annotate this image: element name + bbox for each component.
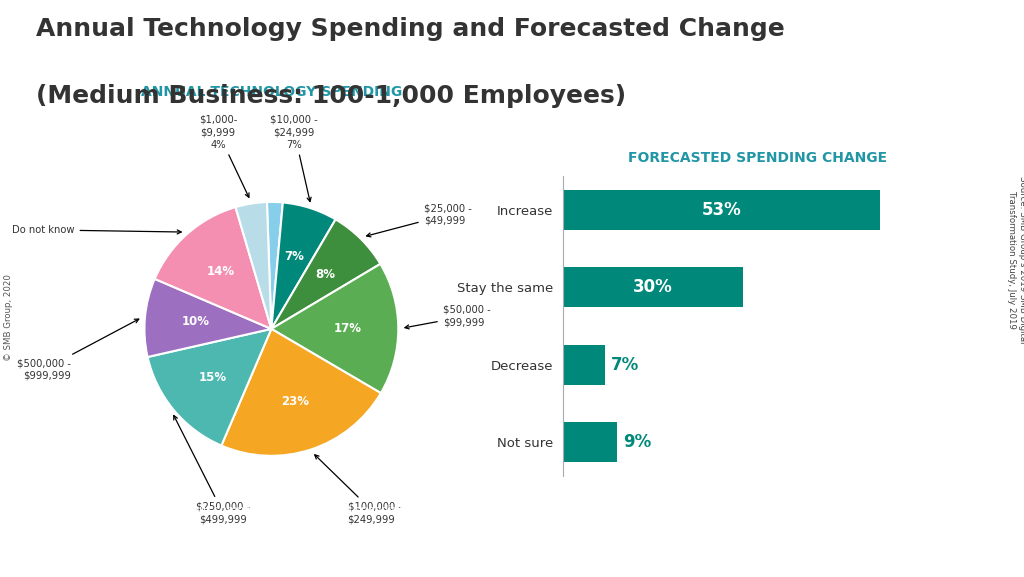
Title: ANNUAL TECHNOLOGY SPENDING: ANNUAL TECHNOLOGY SPENDING: [140, 85, 402, 99]
Wedge shape: [271, 219, 380, 329]
Text: 9%: 9%: [623, 433, 651, 451]
Text: 7%: 7%: [611, 356, 639, 374]
Wedge shape: [267, 202, 283, 329]
Text: $1,000-
$9,999
4%: $1,000- $9,999 4%: [199, 115, 249, 197]
Text: 23%: 23%: [282, 395, 309, 408]
Text: 10%: 10%: [181, 316, 210, 328]
Text: $250,000 -
$499,999: $250,000 - $499,999: [174, 415, 250, 524]
Title: FORECASTED SPENDING CHANGE: FORECASTED SPENDING CHANGE: [628, 151, 888, 165]
Text: 53%: 53%: [702, 201, 741, 219]
Wedge shape: [155, 207, 271, 329]
Text: 8%: 8%: [315, 268, 335, 282]
Text: $50,000 -
$99,999: $50,000 - $99,999: [404, 305, 490, 329]
Wedge shape: [144, 279, 271, 357]
Wedge shape: [221, 329, 381, 456]
Text: 17%: 17%: [334, 322, 361, 335]
Text: $500,000 -
$999,999: $500,000 - $999,999: [16, 319, 138, 381]
Text: $25,000 -
$49,999: $25,000 - $49,999: [367, 204, 472, 237]
Bar: [563, 190, 881, 230]
Text: 14%: 14%: [207, 265, 234, 279]
Text: $100,000 -
$249,999: $100,000 - $249,999: [314, 455, 401, 524]
Wedge shape: [271, 264, 398, 393]
Text: 30%: 30%: [633, 278, 673, 296]
Text: Q) Approximately how much is your company’s TOTAL annual spending for technology: Q) Approximately how much is your compan…: [15, 505, 802, 515]
Wedge shape: [147, 329, 271, 445]
Text: 7%: 7%: [285, 250, 304, 263]
Text: Do not know: Do not know: [12, 225, 181, 235]
Wedge shape: [271, 203, 336, 329]
Text: Source: SMB Group’s 2019 SMB Digital
Transformation Study, July 2019: Source: SMB Group’s 2019 SMB Digital Tra…: [1008, 176, 1024, 343]
Bar: [563, 267, 742, 308]
Text: Q) Do you expect your company’s spending for technology solutions to increase, s: Q) Do you expect your company’s spending…: [15, 538, 962, 548]
Text: $10,000 -
$24,999
7%: $10,000 - $24,999 7%: [270, 115, 318, 201]
Bar: [563, 422, 617, 462]
Text: © SMB Group, 2020: © SMB Group, 2020: [4, 274, 12, 361]
Bar: [563, 344, 605, 385]
Text: Annual Technology Spending and Forecasted Change: Annual Technology Spending and Forecaste…: [36, 17, 784, 42]
Wedge shape: [236, 202, 271, 329]
Text: (Medium Business: 100-1,000 Employees): (Medium Business: 100-1,000 Employees): [36, 84, 626, 108]
Text: 15%: 15%: [199, 371, 227, 384]
